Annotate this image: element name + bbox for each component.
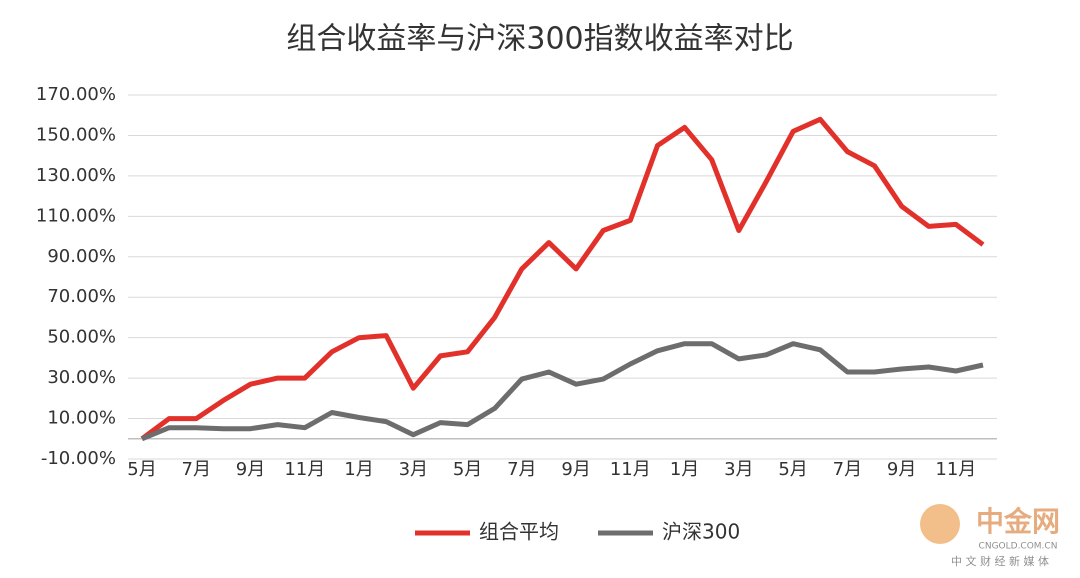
y-tick-label: 170.00% (36, 84, 116, 105)
y-tick-label: 70.00% (47, 286, 116, 307)
x-tick-label: 9月 (561, 459, 590, 480)
x-tick-label: 11月 (610, 459, 651, 480)
watermark-logo (920, 504, 960, 544)
x-tick-label: 11月 (935, 459, 976, 480)
x-tick-label: 7月 (833, 459, 862, 480)
x-tick-label: 3月 (399, 459, 428, 480)
x-tick-label: 5月 (453, 459, 482, 480)
x-tick-label: 9月 (887, 459, 916, 480)
legend-label: 沪深300 (662, 520, 740, 544)
x-tick-label: 9月 (236, 459, 265, 480)
watermark-slogan: 中 文 财 经 新 媒 体 (951, 554, 1049, 568)
x-tick-label: 1月 (344, 459, 373, 480)
x-tick-label: 7月 (507, 459, 536, 480)
watermark: 中金网 CNGOLD.COM.CN 中 文 财 经 新 媒 体 (920, 504, 1060, 568)
y-tick-label: 90.00% (47, 246, 116, 267)
watermark-url: CNGOLD.COM.CN (979, 542, 1058, 552)
x-tick-label: 7月 (182, 459, 211, 480)
y-tick-label: 110.00% (36, 205, 116, 226)
x-tick-label: 1月 (670, 459, 699, 480)
y-tick-label: 150.00% (36, 124, 116, 145)
legend-label: 组合平均 (479, 520, 559, 544)
x-tick-label: 3月 (724, 459, 753, 480)
series-line (141, 341, 984, 442)
y-tick-label: 10.00% (47, 408, 116, 429)
chart-title: 组合收益率与沪深300指数收益率对比 (286, 22, 793, 57)
y-tick-label: 30.00% (47, 367, 116, 388)
y-tick-label: -10.00% (41, 448, 116, 469)
x-tick-label: 11月 (284, 459, 325, 480)
series-line (140, 116, 985, 441)
y-tick-label: 130.00% (36, 165, 116, 186)
y-tick-label: 50.00% (47, 327, 116, 348)
x-tick-label: 5月 (778, 459, 807, 480)
x-tick-label: 5月 (127, 459, 156, 480)
watermark-brand: 中金网 (976, 505, 1060, 538)
